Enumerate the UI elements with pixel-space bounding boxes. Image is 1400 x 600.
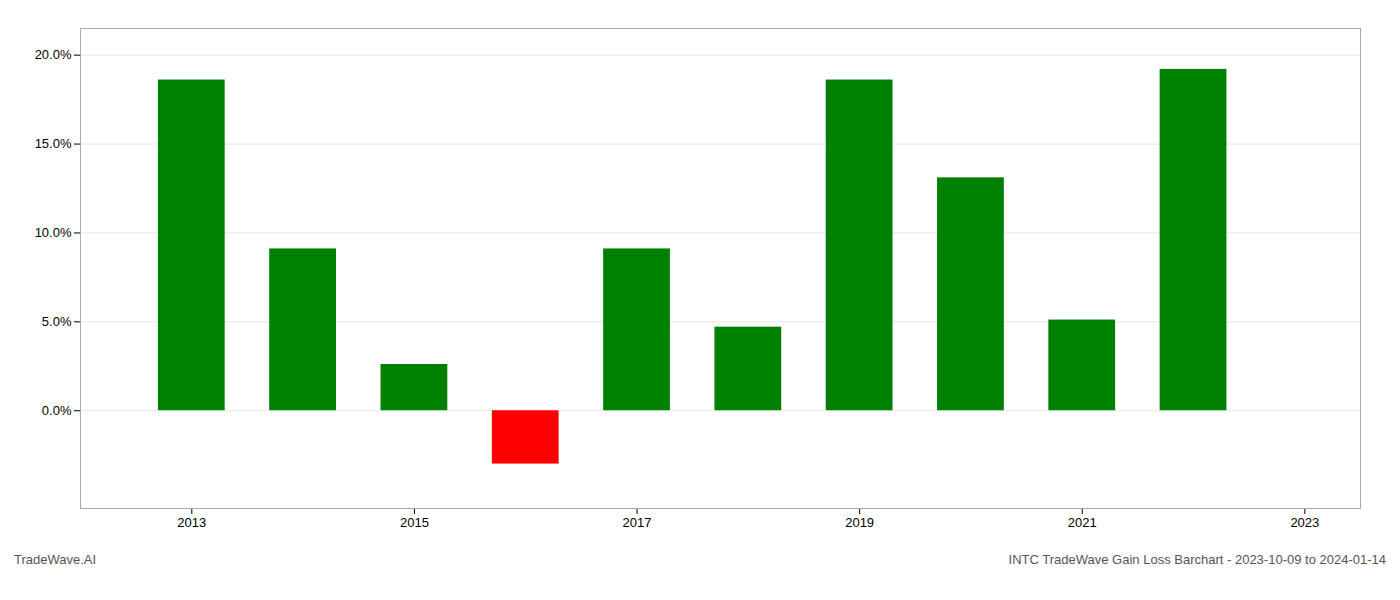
svg-text:2019: 2019: [845, 515, 874, 530]
svg-text:2017: 2017: [623, 515, 652, 530]
svg-text:2023: 2023: [1290, 515, 1319, 530]
svg-text:10.0%: 10.0%: [35, 225, 72, 240]
svg-text:5.0%: 5.0%: [42, 314, 72, 329]
svg-text:2015: 2015: [400, 515, 429, 530]
html-text:TradeWave.AI: TradeWave.AI: [14, 552, 97, 567]
svg-text:2021: 2021: [1068, 515, 1097, 530]
svg-text:2013: 2013: [177, 515, 206, 530]
svg-text:20.0%: 20.0%: [35, 47, 72, 62]
html-text:INTC TradeWave Gain Loss Barch: INTC TradeWave Gain Loss Barchart - 2023…: [1008, 552, 1386, 567]
svg-text:0.0%: 0.0%: [42, 403, 72, 418]
svg-text:15.0%: 15.0%: [35, 136, 72, 151]
